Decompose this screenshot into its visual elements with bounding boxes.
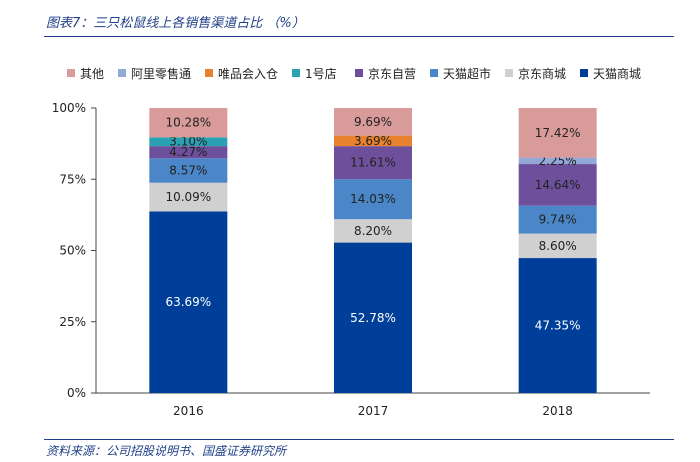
legend-swatch bbox=[355, 69, 363, 77]
bar-segment bbox=[334, 219, 412, 243]
bar-segment bbox=[518, 157, 597, 165]
bar-segment bbox=[334, 146, 412, 180]
data-label: 10.28% bbox=[165, 116, 211, 130]
bar-segment bbox=[518, 164, 597, 206]
y-tick-label: 0% bbox=[67, 386, 86, 400]
bar-segment bbox=[334, 242, 412, 393]
bar-segment bbox=[334, 108, 412, 136]
legend-swatch bbox=[292, 69, 300, 77]
data-label: 17.42% bbox=[535, 126, 581, 140]
legend-swatch bbox=[580, 69, 588, 77]
chart-bars: 63.69% 10.09% 8.57% 4.27%3.10% 10.28% 52.78% 8… bbox=[149, 108, 597, 393]
bar-segment bbox=[149, 108, 228, 138]
legend-label: 1号店 bbox=[305, 67, 337, 81]
data-label: 3.69% bbox=[354, 134, 392, 148]
data-label: 8.20% bbox=[354, 224, 392, 238]
data-label: 63.69% bbox=[165, 295, 211, 309]
y-tick-label: 50% bbox=[59, 244, 86, 258]
data-label: 3.10% bbox=[169, 135, 207, 149]
bar-segment bbox=[518, 108, 597, 158]
legend-swatch bbox=[430, 69, 438, 77]
bar-segment bbox=[149, 182, 228, 212]
data-label: 14.64% bbox=[535, 178, 581, 192]
x-tick-label: 2016 bbox=[173, 404, 204, 418]
legend-swatch bbox=[67, 69, 75, 77]
bar-segment bbox=[518, 258, 597, 393]
legend-swatch bbox=[205, 69, 213, 77]
figure-title: 图表7：三只松鼠线上各销售渠道占比 （%） bbox=[46, 16, 305, 31]
data-label: 52.78% bbox=[350, 311, 396, 325]
bar-segment bbox=[149, 158, 228, 183]
data-label: 9.69% bbox=[354, 115, 392, 129]
y-tick-label: 100% bbox=[52, 101, 86, 115]
legend-label: 天猫商城 bbox=[593, 66, 641, 81]
legend-label: 其他 bbox=[80, 67, 104, 81]
data-label: 10.09% bbox=[165, 190, 211, 204]
legend-swatch bbox=[505, 69, 513, 77]
data-label: 8.60% bbox=[539, 239, 577, 253]
bar-segment bbox=[518, 233, 597, 259]
data-label: 8.57% bbox=[169, 164, 207, 178]
y-tick-label: 25% bbox=[59, 315, 86, 329]
bar-segment bbox=[149, 146, 228, 159]
x-tick-label: 2018 bbox=[542, 404, 573, 418]
chart-legend: 其他 阿里零售通 唯品会入仓 1号店 京东自营 天猫超市 京东商城 天猫商城 bbox=[67, 66, 641, 81]
figure-source: 资料来源：公司招股说明书、国盛证券研究所 bbox=[46, 444, 287, 458]
y-tick-label: 75% bbox=[59, 172, 86, 186]
bar-segment bbox=[518, 205, 597, 234]
legend-swatch bbox=[118, 69, 126, 77]
legend-label: 京东自营 bbox=[368, 67, 416, 81]
top-rule bbox=[44, 36, 674, 37]
bottom-rule bbox=[44, 439, 674, 440]
bar-segment bbox=[149, 137, 228, 147]
data-label: 9.74% bbox=[539, 213, 577, 227]
bar-segment bbox=[334, 135, 412, 147]
bar-segment bbox=[334, 179, 412, 220]
legend-label: 唯品会入仓 bbox=[218, 67, 278, 81]
legend-label: 阿里零售通 bbox=[131, 66, 191, 81]
bar-segment bbox=[149, 211, 228, 393]
data-label: 11.61% bbox=[350, 156, 396, 170]
legend-label: 天猫超市 bbox=[443, 66, 491, 81]
data-label: 14.03% bbox=[350, 192, 396, 206]
legend-label: 京东商城 bbox=[518, 66, 566, 81]
data-label: 4.27% bbox=[169, 145, 207, 159]
x-tick-label: 2017 bbox=[358, 404, 389, 418]
data-label: 47.35% bbox=[535, 319, 581, 333]
